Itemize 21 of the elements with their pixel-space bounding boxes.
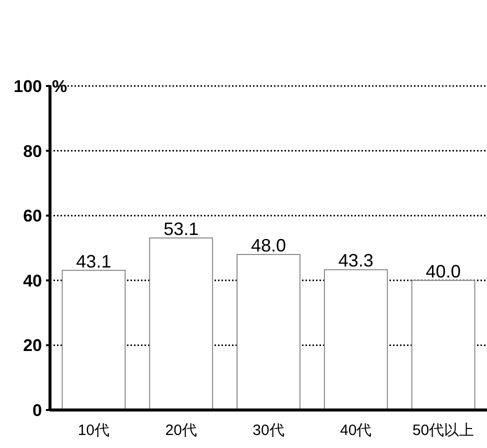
data-label: 43.3 [338,250,374,271]
x-tick-label: 50代以上 [412,422,474,439]
x-tick-label: 20代 [165,422,197,439]
data-label: 40.0 [426,261,461,282]
data-label: 43.1 [76,251,112,272]
bar [236,254,300,410]
data-label: 48.0 [250,235,286,256]
data-label: 53.1 [164,218,199,239]
bar [62,270,126,410]
x-tick-label: 40代 [340,422,372,439]
y-tick-label: 40 [23,271,42,290]
bar [149,237,214,410]
y-tick-label: 20 [23,336,42,356]
y-tick-label: 0 [32,401,42,420]
y-tick-label: 80 [23,142,42,161]
x-tick-label: 10代 [78,422,110,439]
y-tick-label: 60 [23,206,42,226]
bar [411,280,476,410]
bar [324,269,388,410]
x-tick-label: 30代 [252,422,284,439]
y-tick-label: 100 [14,77,42,96]
